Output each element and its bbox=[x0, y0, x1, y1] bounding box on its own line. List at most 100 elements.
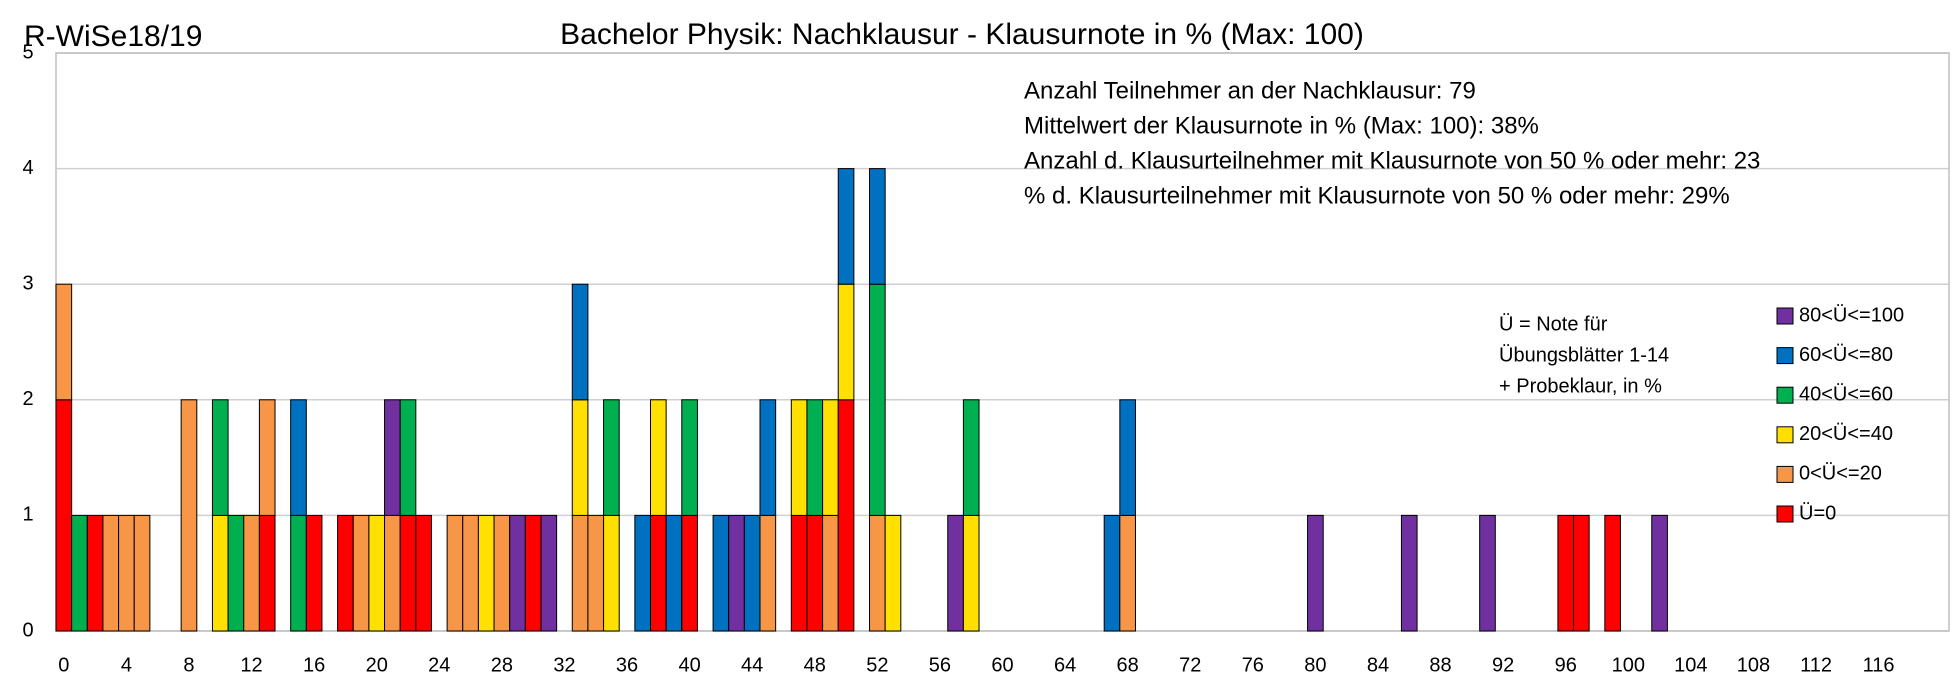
bar-segment bbox=[759, 514, 777, 632]
bar-segment bbox=[243, 514, 260, 632]
legend-swatch bbox=[1776, 307, 1794, 325]
bar-segment bbox=[55, 283, 73, 401]
bar-segment bbox=[634, 514, 651, 632]
bar-segment bbox=[1119, 399, 1136, 516]
bar-segment bbox=[337, 514, 354, 632]
bar-segment bbox=[384, 399, 401, 516]
bar-segment bbox=[118, 514, 135, 632]
x-tick-label: 108 bbox=[1737, 654, 1770, 676]
bar-segment bbox=[649, 399, 667, 516]
bar-segment bbox=[1307, 514, 1324, 632]
bar-segment bbox=[603, 514, 620, 632]
legend-label: 80<Ü<=100 bbox=[1799, 304, 1904, 326]
y-tick-label: 5 bbox=[22, 41, 33, 63]
legend-swatch bbox=[1776, 426, 1794, 444]
bar-segment bbox=[571, 399, 589, 516]
x-tick-label: 92 bbox=[1492, 654, 1514, 676]
x-tick-label: 56 bbox=[929, 654, 951, 676]
bar-segment bbox=[790, 514, 808, 632]
bar-segment bbox=[211, 399, 229, 516]
annotation: Anzahl d. Klausurteilnehmer mit Klausurn… bbox=[1024, 147, 1760, 174]
x-tick-label: 100 bbox=[1612, 654, 1645, 676]
bar-segment bbox=[55, 399, 73, 632]
x-tick-label: 96 bbox=[1555, 654, 1577, 676]
legend-swatch bbox=[1776, 386, 1794, 404]
note: Ü = Note für bbox=[1499, 313, 1608, 335]
bar-segment bbox=[962, 514, 980, 632]
bar-segment bbox=[884, 514, 902, 632]
bar-segment bbox=[571, 514, 589, 632]
bar-segment bbox=[305, 514, 323, 632]
y-tick-label: 3 bbox=[22, 272, 33, 294]
bar-segment bbox=[603, 399, 620, 516]
x-tick-label: 104 bbox=[1674, 654, 1707, 676]
bar-segment bbox=[1103, 514, 1121, 632]
note: Übungsblätter 1-14 bbox=[1499, 344, 1669, 366]
x-tick-label: 4 bbox=[121, 654, 132, 676]
bar-segment bbox=[587, 514, 605, 632]
bar-segment bbox=[258, 399, 276, 516]
x-tick-label: 80 bbox=[1304, 654, 1326, 676]
bar-segment bbox=[290, 399, 307, 516]
bar-segment bbox=[822, 399, 839, 516]
bar-segment bbox=[180, 399, 198, 632]
bar-segment bbox=[1573, 514, 1590, 632]
x-tick-label: 24 bbox=[428, 654, 450, 676]
x-tick-label: 32 bbox=[553, 654, 575, 676]
bar-segment bbox=[211, 514, 229, 632]
annotation: Anzahl Teilnehmer an der Nachklausur: 79 bbox=[1024, 77, 1476, 104]
bar-segment bbox=[681, 399, 698, 516]
bar-segment bbox=[806, 514, 824, 632]
x-tick-label: 72 bbox=[1179, 654, 1201, 676]
bar-segment bbox=[571, 283, 589, 401]
x-tick-label: 20 bbox=[366, 654, 388, 676]
bar-segment bbox=[227, 514, 245, 632]
legend-swatch bbox=[1776, 347, 1794, 365]
bar-segment bbox=[1119, 514, 1136, 632]
bar-segment bbox=[446, 514, 464, 632]
y-tick-label: 4 bbox=[22, 157, 33, 179]
bar-segment bbox=[728, 514, 745, 632]
x-tick-label: 12 bbox=[240, 654, 262, 676]
x-tick-label: 40 bbox=[678, 654, 700, 676]
bar-segment bbox=[258, 514, 276, 632]
bar-segment bbox=[71, 514, 88, 632]
bar-segment bbox=[368, 514, 386, 632]
bar-segment bbox=[399, 514, 417, 632]
legend-label: 20<Ü<=40 bbox=[1799, 423, 1893, 445]
x-tick-label: 44 bbox=[741, 654, 763, 676]
bar-segment bbox=[1400, 514, 1418, 632]
bar-segment bbox=[947, 514, 964, 632]
bar-segment bbox=[86, 514, 104, 632]
bar-segment bbox=[399, 399, 417, 516]
y-tick-label: 2 bbox=[22, 388, 33, 410]
note: + Probeklaur, in % bbox=[1499, 375, 1662, 397]
bar-segment bbox=[962, 399, 980, 516]
bar-segment bbox=[290, 514, 307, 632]
bar-segment bbox=[869, 168, 886, 285]
x-tick-label: 84 bbox=[1367, 654, 1389, 676]
annotation: Mittelwert der Klausurnote in % (Max: 10… bbox=[1024, 112, 1539, 139]
legend-label: 0<Ü<=20 bbox=[1799, 463, 1882, 485]
bar-segment bbox=[352, 514, 370, 632]
bar-segment bbox=[837, 283, 855, 401]
corner-label: R-WiSe18/19 bbox=[24, 20, 202, 53]
bar-segment bbox=[415, 514, 432, 632]
bar-segment bbox=[869, 283, 886, 516]
bar-segment bbox=[649, 514, 667, 632]
legend-label: 40<Ü<=60 bbox=[1799, 383, 1893, 405]
bar-segment bbox=[524, 514, 542, 632]
x-tick-label: 16 bbox=[303, 654, 325, 676]
x-tick-label: 68 bbox=[1117, 654, 1139, 676]
legend-label: 60<Ü<=80 bbox=[1799, 344, 1893, 366]
bar-segment bbox=[133, 514, 151, 632]
y-tick-label: 0 bbox=[22, 619, 33, 641]
x-tick-label: 48 bbox=[804, 654, 826, 676]
bar-segment bbox=[822, 514, 839, 632]
bar-segment bbox=[1479, 514, 1496, 632]
annotation: % d. Klausurteilnehmer mit Klausurnote v… bbox=[1024, 182, 1730, 209]
legend-label: Ü=0 bbox=[1799, 502, 1836, 524]
x-tick-label: 112 bbox=[1800, 654, 1832, 676]
bar-segment bbox=[384, 514, 401, 632]
